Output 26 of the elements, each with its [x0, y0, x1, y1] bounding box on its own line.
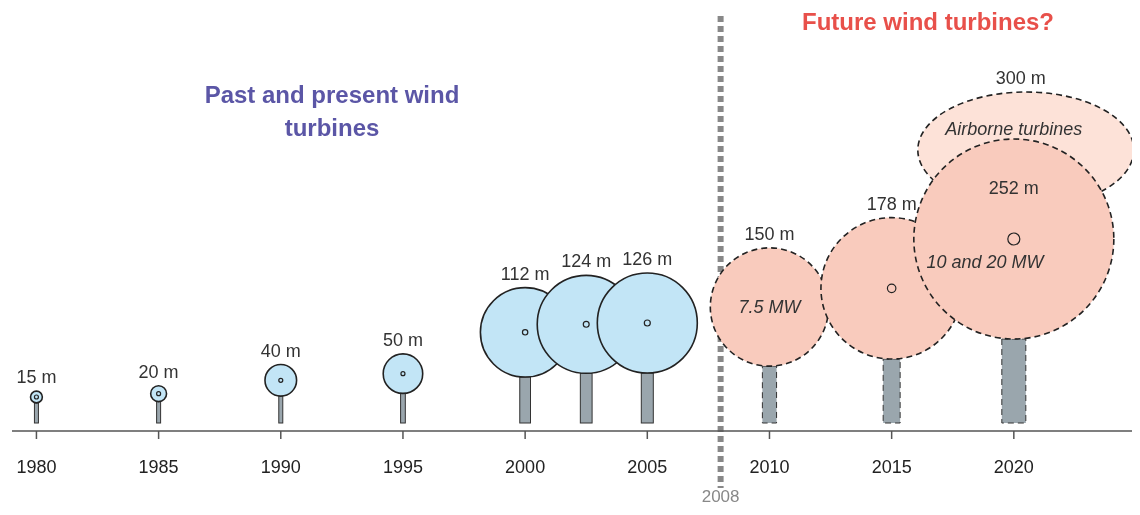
data-label: 252 m — [988, 178, 1039, 198]
text: Future wind turbines? — [802, 8, 1054, 35]
text: Airborne turbines — [944, 119, 1083, 139]
x-tick-label: 1985 — [138, 457, 179, 477]
annotation: 7.5 MW — [738, 297, 803, 317]
data-label: 124 m — [561, 251, 612, 272]
data-label: 50 m — [382, 329, 423, 350]
text: Past and present wind turbines — [204, 81, 460, 141]
data-label: 178 m — [866, 193, 917, 214]
x-tick-label: 2010 — [749, 457, 790, 477]
x-tick-label: 2000 — [505, 457, 546, 477]
data-label: 15 m — [16, 367, 57, 388]
x-tick-label: 2020 — [993, 457, 1034, 477]
x-tick-label: 1990 — [260, 457, 301, 477]
annotation: 10 and 20 MW — [926, 252, 1046, 272]
text: 300 m — [995, 68, 1046, 88]
x-tick-label: 1995 — [382, 457, 423, 477]
data-label: 20 m — [138, 361, 179, 382]
data-label: 112 m — [500, 263, 550, 284]
x-tick-label: 2015 — [871, 457, 912, 477]
x-tick-label: 2005 — [627, 457, 668, 477]
data-label: 126 m — [622, 249, 673, 269]
data-label: 150 m — [744, 223, 795, 244]
ref-line-label: 2008 — [701, 487, 740, 506]
x-tick-label: 1980 — [16, 457, 57, 477]
data-label: 40 m — [260, 340, 301, 361]
